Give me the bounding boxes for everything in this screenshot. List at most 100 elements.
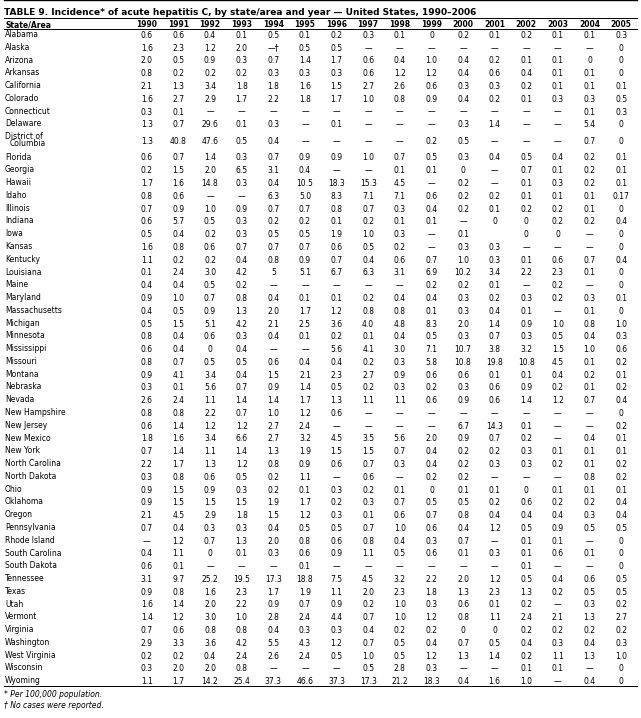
Text: 4.0: 4.0 [362, 320, 374, 329]
Text: —: — [238, 192, 246, 201]
Text: 0.3: 0.3 [583, 600, 595, 610]
Text: 2.1: 2.1 [299, 370, 311, 380]
Text: 0.5: 0.5 [583, 588, 595, 597]
Text: 0.7: 0.7 [394, 498, 406, 508]
Text: 0.9: 0.9 [457, 396, 469, 405]
Text: 1.4: 1.4 [267, 396, 279, 405]
Text: 0.9: 0.9 [331, 600, 343, 610]
Text: 0.4: 0.4 [267, 179, 279, 188]
Text: 1.3: 1.3 [520, 588, 532, 597]
Text: 0.7: 0.7 [299, 243, 311, 252]
Text: 0.6: 0.6 [299, 549, 311, 559]
Text: 0.6: 0.6 [362, 57, 374, 65]
Text: 1.0: 1.0 [362, 651, 374, 661]
Text: 0.2: 0.2 [520, 82, 532, 91]
Text: 0.9: 0.9 [299, 154, 311, 162]
Text: 0.4: 0.4 [426, 205, 438, 213]
Text: —: — [554, 243, 562, 252]
Text: 0.4: 0.4 [552, 154, 564, 162]
Text: 1.2: 1.2 [331, 307, 342, 316]
Text: 0.7: 0.7 [299, 600, 311, 610]
Text: 1.2: 1.2 [488, 524, 501, 533]
Text: 0.5: 0.5 [204, 358, 216, 367]
Text: 0.1: 0.1 [583, 205, 595, 213]
Text: 0.1: 0.1 [552, 167, 564, 175]
Text: —: — [428, 179, 435, 188]
Text: —: — [586, 281, 594, 290]
Text: 5: 5 [271, 269, 276, 277]
Text: 3.0: 3.0 [394, 345, 406, 354]
Text: 10.5: 10.5 [297, 179, 313, 188]
Text: 0.6: 0.6 [331, 409, 343, 418]
Text: 0.4: 0.4 [426, 460, 438, 469]
Text: 3.8: 3.8 [488, 345, 501, 354]
Text: —: — [491, 137, 499, 146]
Text: 7.1: 7.1 [394, 192, 406, 201]
Text: 0.3: 0.3 [331, 511, 343, 520]
Text: 1.8: 1.8 [236, 511, 247, 520]
Text: 0.7: 0.7 [141, 524, 153, 533]
Text: 0.3: 0.3 [299, 626, 311, 635]
Text: 0.1: 0.1 [520, 179, 532, 188]
Text: 0.2: 0.2 [172, 651, 185, 661]
Text: 0.9: 0.9 [426, 95, 438, 103]
Text: 0.6: 0.6 [172, 192, 185, 201]
Text: 0.6: 0.6 [426, 524, 438, 533]
Text: 0.4: 0.4 [172, 230, 185, 239]
Text: —: — [396, 121, 404, 129]
Text: 1.0: 1.0 [236, 613, 247, 623]
Text: 0.5: 0.5 [552, 332, 564, 341]
Text: 0.6: 0.6 [362, 69, 374, 78]
Text: 0.4: 0.4 [457, 95, 469, 103]
Text: 0.9: 0.9 [331, 549, 343, 559]
Text: —: — [269, 281, 277, 290]
Text: 0.7: 0.7 [583, 137, 595, 146]
Text: —: — [364, 281, 372, 290]
Text: Kansas: Kansas [5, 242, 32, 251]
Text: 0.2: 0.2 [520, 626, 532, 635]
Text: 1.5: 1.5 [204, 498, 216, 508]
Text: 0.5: 0.5 [236, 472, 248, 482]
Text: 4.2: 4.2 [236, 320, 247, 329]
Text: 1.0: 1.0 [204, 205, 216, 213]
Text: —: — [428, 230, 435, 239]
Text: 1.7: 1.7 [236, 95, 247, 103]
Text: 0.9: 0.9 [331, 154, 343, 162]
Text: 0.3: 0.3 [615, 332, 628, 341]
Text: 5.1: 5.1 [299, 269, 311, 277]
Text: 0.7: 0.7 [204, 536, 216, 546]
Text: 2.4: 2.4 [299, 421, 311, 431]
Text: 1.2: 1.2 [394, 69, 406, 78]
Text: 0: 0 [524, 485, 529, 495]
Text: 0.5: 0.5 [267, 31, 279, 40]
Text: 0.2: 0.2 [362, 294, 374, 303]
Text: 0.8: 0.8 [267, 460, 279, 469]
Text: 0.1: 0.1 [426, 307, 437, 316]
Text: 0.4: 0.4 [426, 639, 438, 648]
Text: 7.1: 7.1 [362, 192, 374, 201]
Text: Columbia: Columbia [10, 139, 46, 148]
Text: 0.1: 0.1 [488, 600, 501, 610]
Text: 0: 0 [619, 281, 624, 290]
Text: 1.3: 1.3 [236, 536, 247, 546]
Text: 0.4: 0.4 [172, 281, 185, 290]
Text: 6.3: 6.3 [362, 269, 374, 277]
Text: 0.1: 0.1 [615, 167, 627, 175]
Text: 0.5: 0.5 [172, 57, 185, 65]
Text: —: — [396, 409, 404, 418]
Text: 10.8: 10.8 [518, 358, 535, 367]
Text: 0.1: 0.1 [299, 31, 311, 40]
Text: 0.7: 0.7 [267, 205, 279, 213]
Text: 1.7: 1.7 [299, 307, 311, 316]
Text: 2.0: 2.0 [267, 307, 279, 316]
Text: 0.6: 0.6 [204, 243, 216, 252]
Text: 4.5: 4.5 [172, 511, 185, 520]
Text: 0.3: 0.3 [267, 549, 279, 559]
Text: 0.5: 0.5 [362, 664, 374, 673]
Text: 0.2: 0.2 [267, 485, 279, 495]
Text: 0.3: 0.3 [520, 294, 533, 303]
Text: —: — [269, 664, 277, 673]
Text: 0.5: 0.5 [488, 639, 501, 648]
Text: —: — [428, 243, 435, 252]
Text: 6.7: 6.7 [457, 421, 469, 431]
